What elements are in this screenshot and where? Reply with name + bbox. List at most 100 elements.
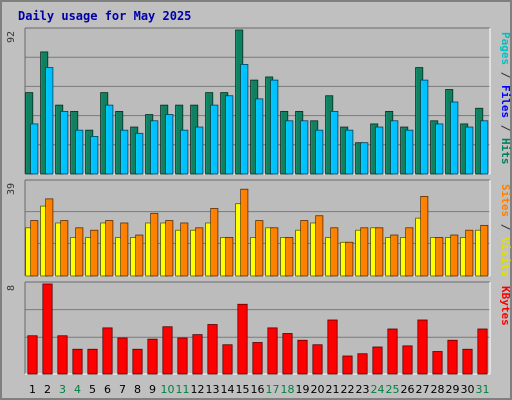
bar-kbytes-day-15 <box>237 303 248 375</box>
bar-sites-day-2 <box>45 198 54 277</box>
side-legend-part: Visits <box>499 237 512 277</box>
bar-sites-day-22 <box>345 241 354 277</box>
bar-files-day-18 <box>285 120 294 175</box>
bar-kbytes-day-10 <box>162 326 173 375</box>
day-label-28: 28 <box>431 383 445 396</box>
panel-kbytes: 8 KBytes <box>6 281 512 375</box>
bar-kbytes-day-13 <box>207 324 218 375</box>
bar-files-day-31 <box>480 120 489 175</box>
bar-files-day-4 <box>75 129 84 175</box>
bar-kbytes-day-12 <box>192 334 203 375</box>
bar-files-day-30 <box>465 126 474 175</box>
day-label-17: 17 <box>266 383 280 396</box>
day-label-27: 27 <box>416 383 430 396</box>
bar-kbytes-day-11 <box>177 337 188 375</box>
bar-kbytes-day-7 <box>117 337 128 375</box>
bar-files-day-28 <box>435 123 444 175</box>
bar-files-day-27 <box>420 79 429 175</box>
bar-files-day-3 <box>60 110 69 175</box>
bar-sites-day-31 <box>480 224 489 277</box>
side-legend: Pages / Files / Hits <box>499 32 512 165</box>
bar-sites-day-19 <box>300 220 309 277</box>
day-label-31: 31 <box>476 383 490 396</box>
bar-sites-day-29 <box>450 234 459 277</box>
bar-kbytes-day-23 <box>357 353 368 375</box>
bar-kbytes-day-2 <box>42 283 53 375</box>
bar-kbytes-day-31 <box>477 328 488 375</box>
day-label-4: 4 <box>74 383 81 396</box>
day-label-7: 7 <box>119 383 126 396</box>
side-legend: Sites / Visits <box>499 184 512 277</box>
day-label-2: 2 <box>44 383 51 396</box>
side-legend-part: Hits <box>499 138 512 165</box>
bar-files-day-9 <box>150 120 159 175</box>
bar-kbytes-day-4 <box>72 348 83 375</box>
bar-files-day-1 <box>30 123 39 175</box>
bar-sites-day-30 <box>465 229 474 277</box>
day-label-18: 18 <box>281 383 295 396</box>
bar-files-day-13 <box>210 104 219 175</box>
bar-kbytes-day-18 <box>282 333 293 375</box>
bar-kbytes-day-20 <box>312 344 323 375</box>
bar-files-day-21 <box>330 110 339 175</box>
day-label-22: 22 <box>341 383 355 396</box>
day-label-6: 6 <box>104 383 111 396</box>
bar-files-day-20 <box>315 129 324 175</box>
bar-kbytes-day-21 <box>327 319 338 375</box>
day-label-29: 29 <box>446 383 460 396</box>
bar-sites-day-3 <box>60 220 69 277</box>
bar-files-day-19 <box>300 120 309 175</box>
day-label-12: 12 <box>191 383 205 396</box>
side-legend-part: Pages <box>499 32 512 65</box>
bar-sites-day-6 <box>105 220 114 277</box>
bar-files-day-16 <box>255 98 264 175</box>
bar-files-day-5 <box>90 136 99 175</box>
bar-files-day-7 <box>120 129 129 175</box>
day-axis: 1 2 3 4 5 6 7 8 9 10 11 12 13 14 15 16 17 18 19 20 21 22 23 24 2… <box>29 383 490 396</box>
side-legend-part: / <box>499 217 512 237</box>
bar-files-day-6 <box>105 104 114 175</box>
ymax-label: 39 <box>6 183 17 195</box>
bar-files-day-22 <box>345 129 354 175</box>
day-label-23: 23 <box>356 383 370 396</box>
day-label-24: 24 <box>371 383 385 396</box>
day-label-20: 20 <box>311 383 325 396</box>
bar-files-day-25 <box>390 120 399 175</box>
bar-kbytes-day-22 <box>342 355 353 375</box>
bar-files-day-15 <box>240 64 249 175</box>
bar-sites-day-20 <box>315 215 324 277</box>
bar-kbytes-day-17 <box>267 327 278 375</box>
bar-sites-day-12 <box>195 227 204 277</box>
bar-kbytes-day-26 <box>402 345 413 375</box>
panel-visits-sites: 39 Sites / Visits <box>6 179 512 277</box>
bar-sites-day-14 <box>225 237 234 277</box>
chart-title: Daily usage for May 2025 <box>18 9 191 23</box>
bar-sites-day-1 <box>30 220 39 277</box>
bar-files-day-11 <box>180 129 189 175</box>
day-label-5: 5 <box>89 383 96 396</box>
panel-hits-files-pages: 92 Pages / Files / Hits <box>6 27 512 175</box>
bar-sites-day-18 <box>285 237 294 277</box>
day-label-14: 14 <box>221 383 235 396</box>
bar-sites-day-21 <box>330 227 339 277</box>
day-label-25: 25 <box>386 383 400 396</box>
bar-kbytes-day-30 <box>462 348 473 375</box>
day-label-15: 15 <box>236 383 250 396</box>
side-legend: KBytes <box>499 286 512 326</box>
day-label-19: 19 <box>296 383 310 396</box>
day-label-13: 13 <box>206 383 220 396</box>
bar-files-day-10 <box>165 114 174 175</box>
bar-sites-day-5 <box>90 229 99 277</box>
bar-kbytes-day-14 <box>222 344 233 375</box>
side-legend-part: / <box>499 118 512 138</box>
bar-kbytes-day-3 <box>57 335 68 375</box>
bar-files-day-14 <box>225 95 234 175</box>
day-label-11: 11 <box>176 383 190 396</box>
bar-files-day-24 <box>375 126 384 175</box>
bar-sites-day-10 <box>165 220 174 277</box>
bar-sites-day-26 <box>405 227 414 277</box>
side-legend-part: KBytes <box>499 286 512 326</box>
day-label-1: 1 <box>29 383 36 396</box>
bar-sites-day-8 <box>135 234 144 277</box>
